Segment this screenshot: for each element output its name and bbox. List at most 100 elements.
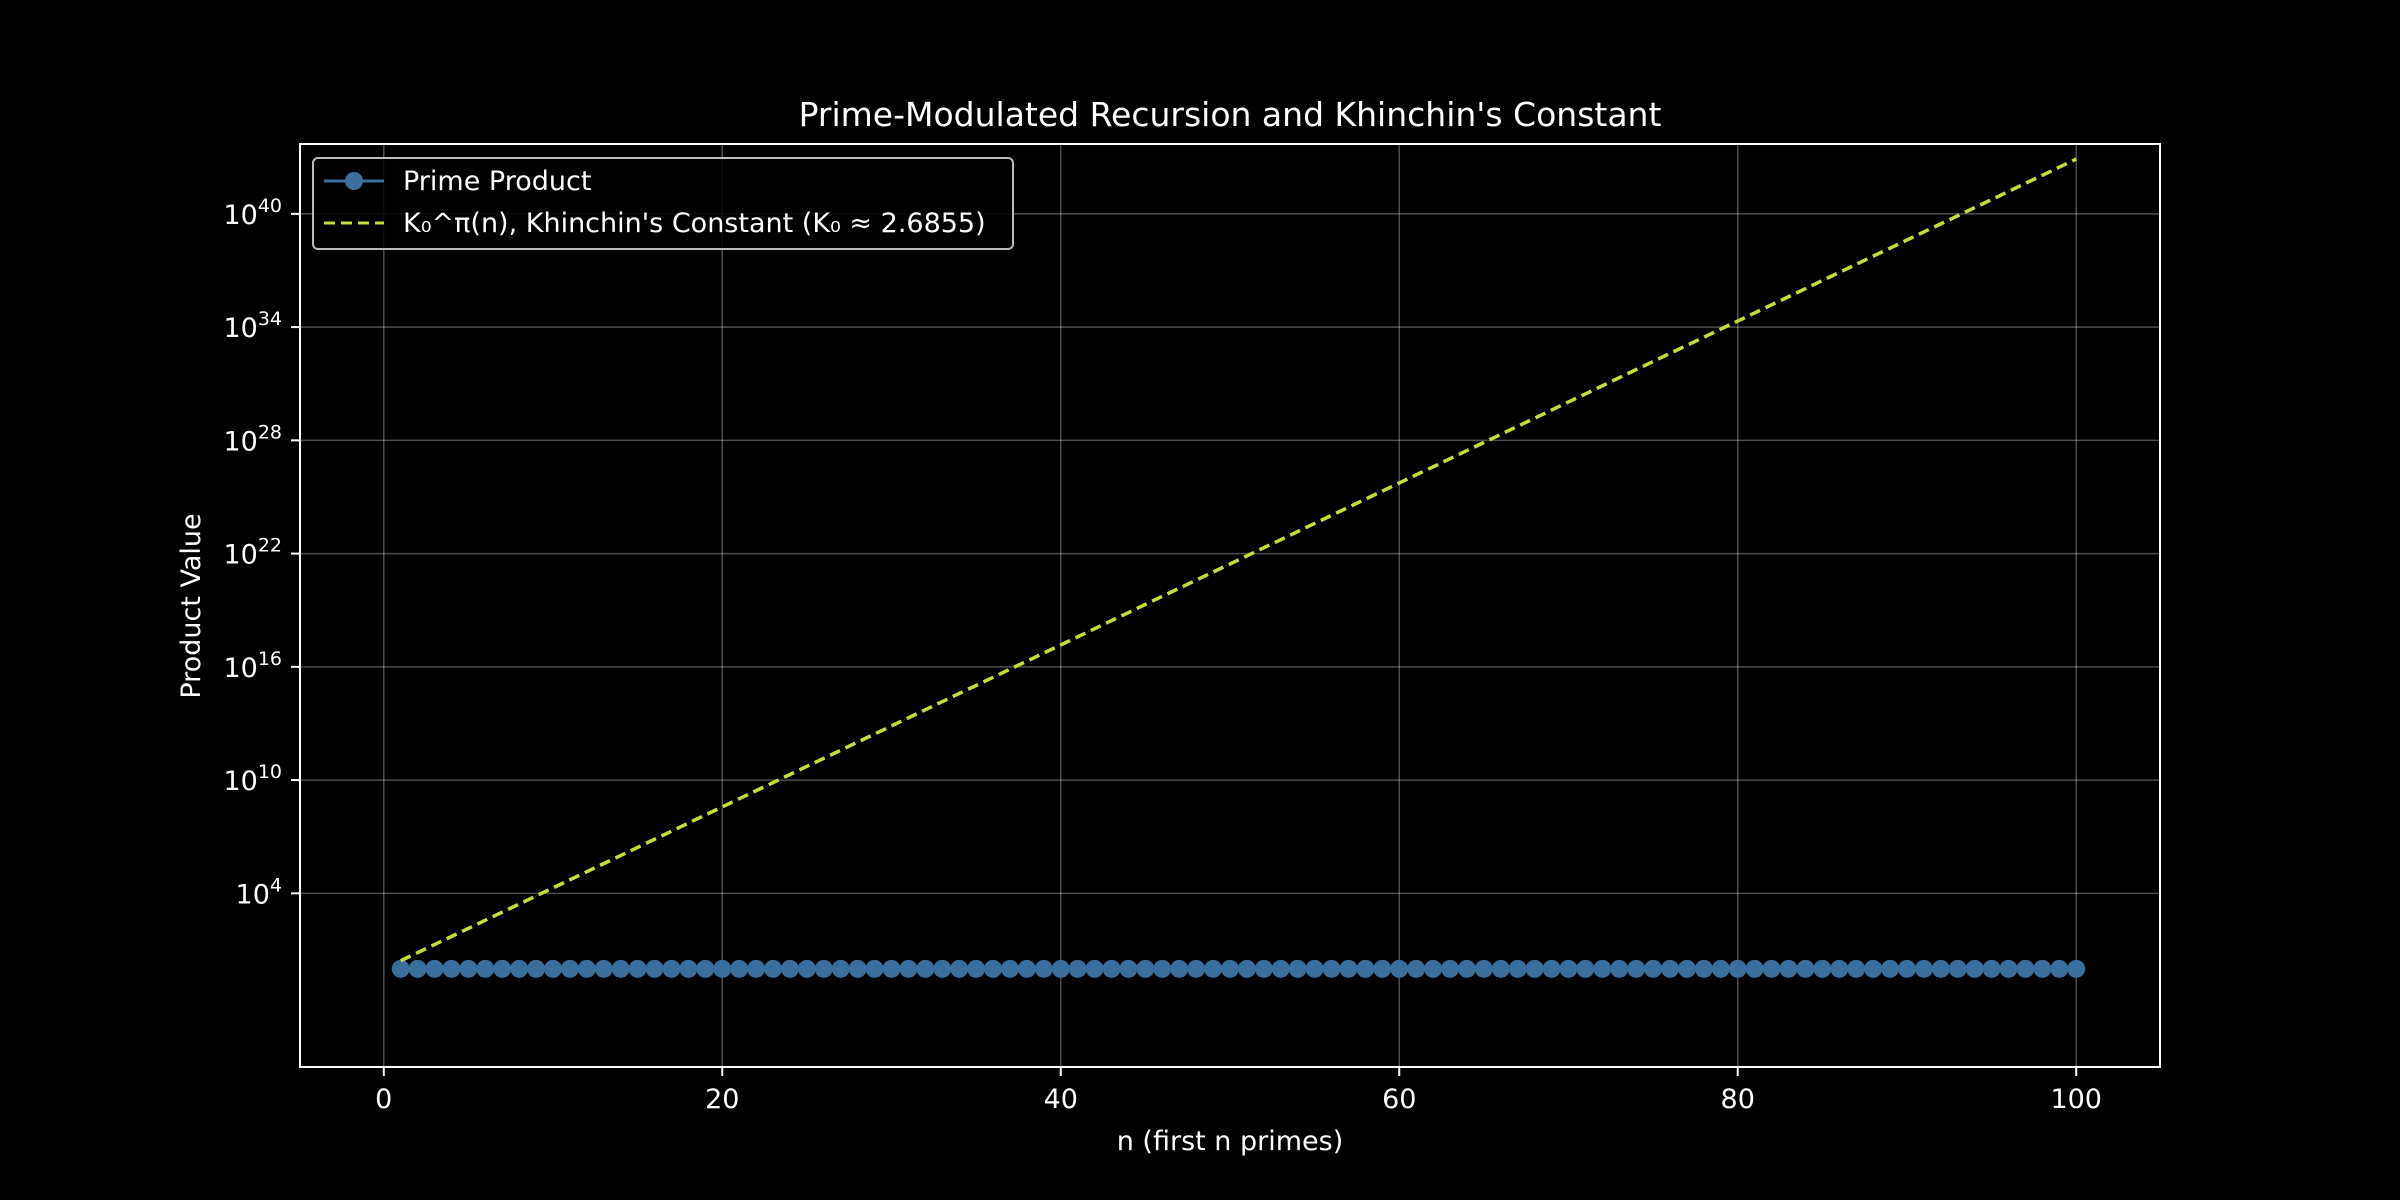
series-prime-product-point [391,959,410,978]
series-prime-product-point [1187,959,1206,978]
y-tick-label: 1010 [223,761,282,797]
series-prime-product-point [1017,959,1036,978]
series-prime-product-point [1457,959,1476,978]
series-prime-product-point [1305,959,1324,978]
series-prime-product-point [1745,959,1764,978]
series-prime-product-point [764,959,783,978]
series-prime-product-point [1779,959,1798,978]
series-prime-product-point [984,959,1003,978]
series-prime-product-point [1221,959,1239,978]
series-prime-product-point [1034,959,1053,978]
series-prime-product-point [1390,959,1409,978]
series-prime-product-point [1847,959,1866,978]
series-prime-product-point [1000,959,1019,978]
series-prime-product-point [814,959,833,978]
series-prime-product-point [560,959,579,978]
series-prime-product-point [1762,959,1781,978]
series-prime-product-point [1525,959,1544,978]
series-prime-product-point [916,959,935,978]
series-prime-product-point [950,959,969,978]
series-prime-product-point [831,959,850,978]
series-prime-product-point [713,959,732,978]
y-tick-label: 1040 [223,195,282,231]
series-prime-product-point [1119,959,1138,978]
series-prime-product-point [780,959,799,978]
series-prime-product-point [1474,959,1493,978]
series-prime-product-point [1322,959,1341,978]
series-prime-product-point [933,959,952,978]
series-prime-product-point [696,959,715,978]
series-prime-product-point [1830,959,1849,978]
legend-marker-prime-product [345,172,363,190]
series-prime-product-point [1576,959,1595,978]
series-prime-product-point [594,959,613,978]
series-prime-product-point [493,959,512,978]
series-prime-product-point [1948,959,1967,978]
series-prime-product-point [1627,959,1646,978]
series-prime-product-point [865,959,884,978]
series-prime-product-point [1914,959,1933,978]
series-prime-product-point [1694,959,1713,978]
series-layer [391,157,2086,978]
series-prime-product-point [1271,959,1290,978]
series-prime-product-point [1965,959,1984,978]
series-prime-product-point [2067,959,2086,978]
series-prime-product-point [848,959,867,978]
series-prime-product-point [747,959,766,978]
x-tick-label: 60 [1382,1084,1416,1115]
series-prime-product-point [1170,959,1189,978]
series-prime-product-point [1102,959,1121,978]
series-prime-product-point [459,959,478,978]
series-prime-product-point [1813,959,1832,978]
series-prime-product-point [1237,959,1256,978]
legend-label-khinchin: K₀^π(n), Khinchin's Constant (K₀ ≈ 2.685… [403,208,986,239]
series-prime-product-point [1508,959,1527,978]
series-prime-product-point [1881,959,1900,978]
series-prime-product-point [1424,959,1443,978]
x-tick-label: 20 [705,1084,739,1115]
legend-label-prime-product: Prime Product [403,166,591,197]
series-prime-product-point [1559,959,1578,978]
series-prime-product-point [1542,959,1561,978]
series-prime-product-point [1373,959,1392,978]
series-prime-product-point [1999,959,2018,978]
y-tick-label: 104 [236,874,282,910]
series-prime-product-point [1661,959,1680,978]
series-prime-product-point [662,959,681,978]
series-prime-product-point [1407,959,1426,978]
x-tick-label: 0 [375,1084,392,1115]
legend: Prime Product K₀^π(n), Khinchin's Consta… [312,157,1014,250]
series-prime-product-point [1204,959,1223,978]
series-prime-product-point [442,959,461,978]
series-prime-product-point [1728,959,1747,978]
series-prime-product-point [1085,959,1104,978]
y-tick-label: 1028 [223,421,282,457]
x-tick-label: 40 [1044,1084,1078,1115]
series-prime-product-point [882,959,901,978]
series-prime-product-point [645,959,664,978]
series-prime-product-point [1356,959,1375,978]
y-tick-label: 1022 [223,535,282,571]
series-prime-product-point [1068,959,1087,978]
series-prime-product-point [544,959,563,978]
series-prime-product-point [1288,959,1307,978]
series-prime-product-point [1677,959,1696,978]
series-prime-product-point [1491,959,1510,978]
series-prime-product-point [1864,959,1883,978]
series-prime-product-point [2033,959,2052,978]
series-prime-product-point [611,959,630,978]
series-prime-product-point [1897,959,1916,978]
series-prime-product-point [425,959,444,978]
series-prime-product-point [1982,959,2001,978]
series-prime-product-point [1931,959,1950,978]
series-prime-product-point [899,959,918,978]
x-tick-label: 80 [1721,1084,1755,1115]
series-prime-product-point [1051,959,1070,978]
grid [300,144,2160,1067]
series-prime-product-point [1711,959,1730,978]
series-prime-product-point [628,959,647,978]
series-prime-product-point [1339,959,1358,978]
series-prime-product-point [2016,959,2035,978]
